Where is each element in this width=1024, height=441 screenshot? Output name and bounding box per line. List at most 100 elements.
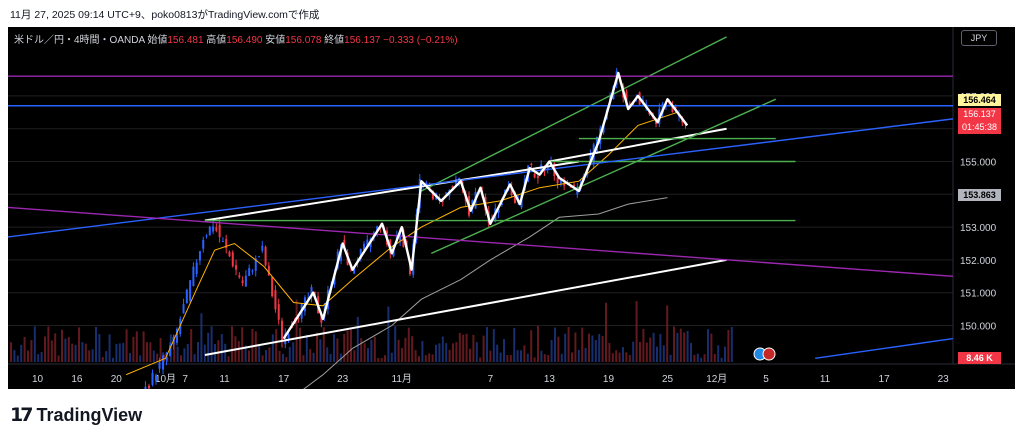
candle-body (208, 226, 211, 236)
candle-body (248, 268, 251, 276)
volume-bar (418, 356, 420, 362)
candle-body (536, 176, 539, 179)
candle-body (497, 209, 500, 213)
volume-bar (224, 343, 227, 362)
candle-body (451, 186, 454, 188)
volume-bar (727, 330, 730, 362)
volume-bar (394, 326, 397, 362)
volume-bar (526, 353, 529, 362)
volume-bar (370, 339, 373, 362)
close-value: 156.137 (344, 35, 381, 46)
candle-body (251, 270, 254, 272)
candle-body (569, 186, 572, 188)
volume-bar (64, 338, 67, 362)
x-tick-label: 10 (32, 374, 44, 385)
white-trend-line (204, 258, 727, 356)
x-tick-label: 13 (544, 374, 556, 385)
candle-body (628, 103, 631, 105)
volume-bar (438, 343, 441, 362)
volume-bar (363, 343, 366, 362)
candle-body (280, 320, 283, 342)
candle-body (238, 275, 241, 278)
candle-body (144, 386, 147, 389)
volume-bar (275, 329, 278, 362)
volume-bar (217, 340, 220, 362)
volume-bar (220, 334, 223, 362)
candle-body (441, 200, 444, 202)
volume-bar (696, 353, 699, 362)
candle-body (343, 239, 346, 248)
green-trend-line (421, 36, 727, 192)
volume-bar (455, 342, 458, 362)
candle-body (151, 372, 154, 385)
volume-bar (149, 342, 152, 362)
blue-trend-line (815, 337, 954, 359)
volume-bar (690, 342, 692, 362)
symbol-title: 米ドル／円・4時間・OANDA (14, 35, 145, 46)
candle-body (284, 333, 287, 345)
volume-bar (390, 352, 393, 362)
candle-body (221, 241, 224, 243)
candle-body (158, 362, 161, 369)
candle-body (182, 304, 185, 314)
candle-body (445, 192, 448, 194)
low-label: 安値 (265, 35, 286, 46)
volume-bar (190, 329, 193, 362)
candle-body (366, 239, 369, 246)
currency-button[interactable]: JPY (961, 30, 997, 46)
volume-bar (231, 326, 233, 362)
volume-bar (571, 352, 573, 362)
volume-bar (329, 354, 332, 362)
volume-bar (339, 353, 342, 362)
volume-bar (142, 331, 145, 362)
volume-bar (475, 342, 478, 362)
volume-bar (503, 339, 505, 362)
volume-bar (577, 350, 580, 362)
high-label: 高値 (206, 35, 227, 46)
volume-bar (407, 327, 410, 362)
volume-bar (47, 326, 50, 362)
volume-bar (336, 338, 339, 362)
x-tick-label: 11 (820, 374, 831, 385)
volume-bar (625, 352, 628, 362)
volume-bar (44, 336, 46, 362)
volume-bar (543, 354, 546, 362)
volume-bar (639, 342, 641, 362)
x-tick-label: 11月 (392, 373, 412, 385)
open-value: 156.481 (167, 35, 204, 46)
volume-bar (598, 334, 601, 362)
volume-bar (50, 340, 53, 362)
bar-countdown: 01:45:38 (961, 122, 998, 132)
volume-bar (57, 355, 60, 362)
volume-bar (302, 355, 305, 362)
candle-body (147, 385, 150, 389)
candle-body (189, 280, 192, 301)
candle-body (185, 289, 188, 304)
volume-bar (353, 350, 356, 362)
tradingview-logo[interactable]: 17 TradingView (10, 403, 142, 427)
volume-bar (557, 336, 560, 362)
x-tick-label: 20 (111, 374, 123, 385)
price-chart[interactable]: 157.000156.000155.000154.000153.000152.0… (8, 27, 1015, 389)
candle-body (363, 243, 366, 250)
price-swing-path (282, 71, 689, 340)
volume-bar (78, 327, 80, 362)
volume-bar (404, 337, 407, 362)
candle-body (671, 106, 674, 112)
candle-body (271, 276, 274, 297)
candle-body (264, 246, 267, 266)
chart-pane[interactable]: 157.000156.000155.000154.000153.000152.0… (8, 27, 1015, 389)
x-tick-label: 12月 (706, 373, 727, 385)
volume-bar (98, 334, 101, 362)
volume-bar (346, 330, 349, 362)
x-tick-label: 11 (219, 374, 230, 385)
volume-bar (27, 350, 29, 362)
candle-body (425, 182, 428, 185)
x-tick-label: 23 (337, 374, 349, 385)
volume-bar (122, 343, 125, 362)
volume-bar (666, 305, 669, 362)
volume-bar (482, 335, 485, 362)
last-price-value: 156.137 (963, 109, 996, 119)
volume-bar (326, 347, 329, 362)
volume-bar (656, 346, 658, 362)
